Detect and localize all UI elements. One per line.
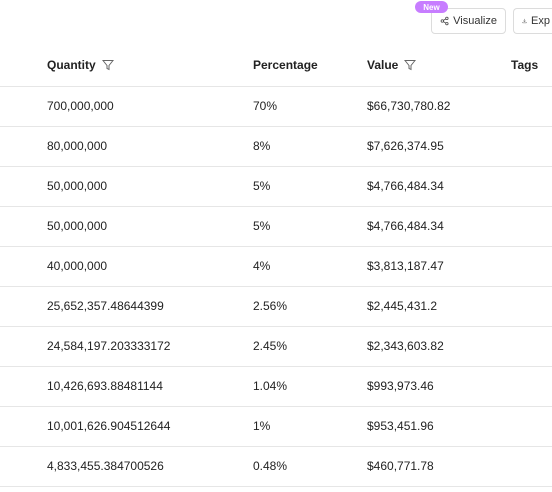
table-cell: 700,000,000 xyxy=(47,99,114,113)
button-label: Visualize xyxy=(453,15,497,27)
download-icon xyxy=(522,18,527,24)
column-header[interactable]: Quantity xyxy=(47,44,114,86)
table-cell: 5% xyxy=(253,179,271,193)
export-button[interactable]: Exp xyxy=(513,8,552,34)
header-text: Tags xyxy=(511,58,539,72)
header-text: Value xyxy=(367,58,399,72)
table-cell: 1.04% xyxy=(253,379,288,393)
table-cell: $66,730,780.82 xyxy=(367,99,451,113)
row-divider xyxy=(0,446,552,447)
header-text: Percentage xyxy=(253,58,318,72)
column-header[interactable]: Tags xyxy=(511,44,538,86)
table-cell: $7,626,374.95 xyxy=(367,139,444,153)
table-cell: 25,652,357.48644399 xyxy=(47,299,164,313)
filter-icon[interactable] xyxy=(404,59,417,71)
column-header[interactable]: Percentage xyxy=(253,44,318,86)
table-cell: 4,833,455.384700526 xyxy=(47,459,164,473)
share-icon xyxy=(440,16,449,26)
row-divider xyxy=(0,246,552,247)
header-divider xyxy=(0,86,552,87)
table-cell: 50,000,000 xyxy=(47,179,108,193)
table-cell: $3,813,187.47 xyxy=(367,259,444,273)
header-text: Quantity xyxy=(47,58,96,72)
table-cell: 24,584,197.203333172 xyxy=(47,339,171,353)
row-divider xyxy=(0,406,552,407)
table-cell: 70% xyxy=(253,99,278,113)
table-cell: $2,445,431.2 xyxy=(367,299,438,313)
button-label: Exp xyxy=(531,15,550,27)
table-cell: $993,973.46 xyxy=(367,379,434,393)
table-cell: 40,000,000 xyxy=(47,259,108,273)
table-cell: 1% xyxy=(253,419,271,433)
table-cell: 2.56% xyxy=(253,299,288,313)
table-cell: 10,426,693.88481144 xyxy=(47,379,163,393)
row-divider xyxy=(0,206,552,207)
row-divider xyxy=(0,126,552,127)
table-cell: 0.48% xyxy=(253,459,288,473)
table-cell: $953,451.96 xyxy=(367,419,434,433)
table-cell: 10,001,626.904512644 xyxy=(47,419,171,433)
filter-icon[interactable] xyxy=(101,59,114,71)
row-divider xyxy=(0,286,552,287)
column-header[interactable]: Value xyxy=(367,44,417,86)
new-badge: New xyxy=(415,1,448,13)
row-divider xyxy=(0,326,552,327)
table-cell: 4% xyxy=(253,259,271,273)
table-cell: 50,000,000 xyxy=(47,219,108,233)
table-cell: $4,766,484.34 xyxy=(367,219,444,233)
row-divider xyxy=(0,366,552,367)
table-cell: $460,771.78 xyxy=(367,459,434,473)
table-cell: 80,000,000 xyxy=(47,139,108,153)
table-cell: 2.45% xyxy=(253,339,288,353)
table-cell: 5% xyxy=(253,219,271,233)
row-divider xyxy=(0,166,552,167)
table-cell: $2,343,603.82 xyxy=(367,339,444,353)
table-cell: $4,766,484.34 xyxy=(367,179,444,193)
table-cell: 8% xyxy=(253,139,271,153)
visualize-button[interactable]: Visualize xyxy=(431,8,506,34)
row-divider xyxy=(0,486,552,487)
